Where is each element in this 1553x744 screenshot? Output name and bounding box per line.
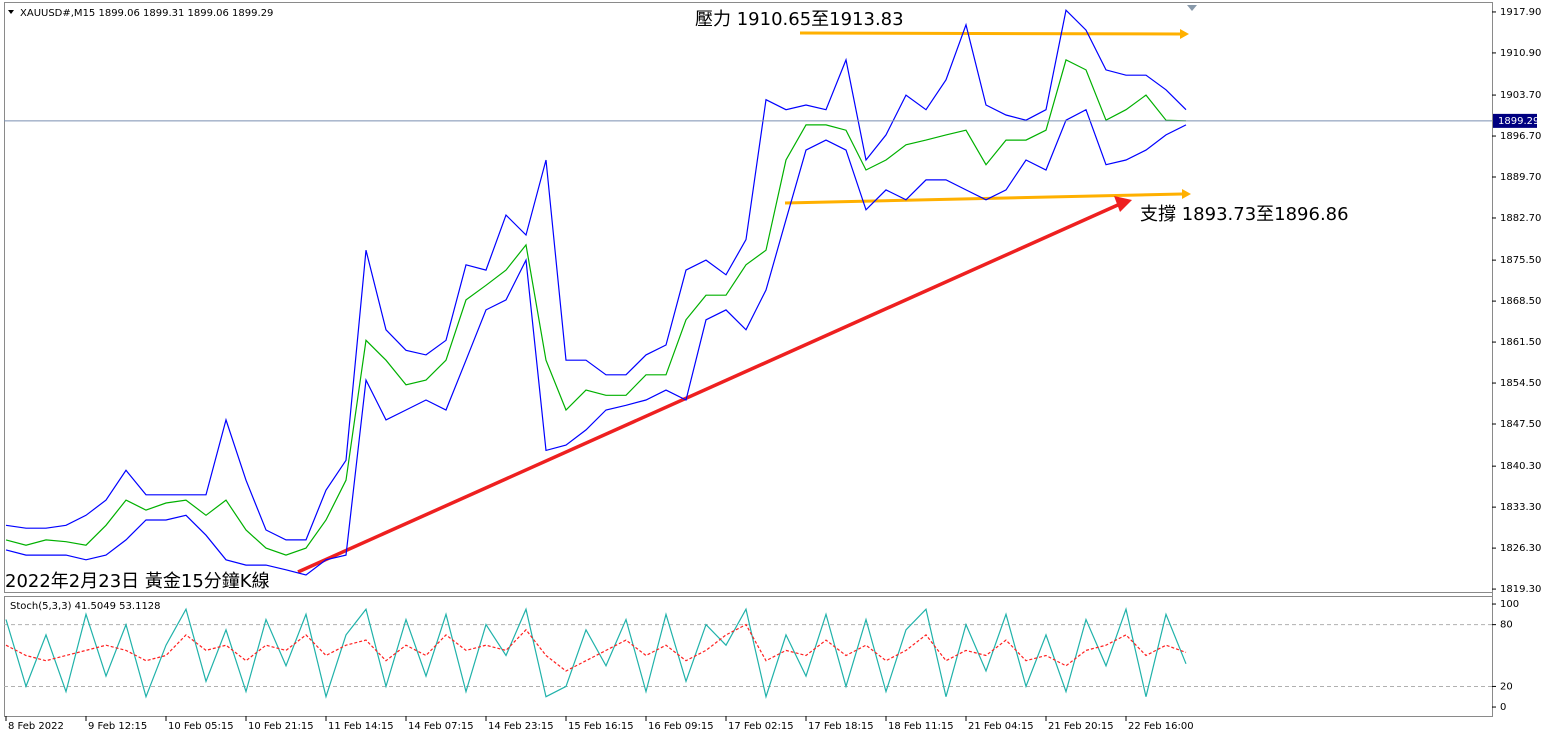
current-price-label: 1899.29 (1498, 116, 1539, 127)
plot-layer: 1917.90 1910.90 1903.70 1896.70 1889.70 1882.… (4, 7, 1541, 732)
x-tick-label: 14 Feb 07:15 (408, 721, 474, 732)
x-tick-label: 11 Feb 14:15 (328, 721, 394, 732)
resistance-arrow (1180, 29, 1189, 39)
y-tick-label: 1882.70 (1500, 213, 1541, 224)
y-tick-label: 1917.90 (1500, 7, 1541, 18)
x-tick-label: 17 Feb 18:15 (808, 721, 874, 732)
x-tick-label: 15 Feb 16:15 (568, 721, 634, 732)
x-tick-label: 21 Feb 04:15 (968, 721, 1034, 732)
support-arrow (1182, 189, 1191, 199)
y-tick-label: 1875.50 (1500, 255, 1541, 266)
y-tick-label: 1910.90 (1500, 48, 1541, 59)
support-label: 支撐 1893.73至1896.86 (1140, 204, 1349, 225)
y-tick-label: 1840.30 (1500, 461, 1541, 472)
series-line (5, 108, 1187, 576)
y-tick-label: 80 (1500, 620, 1513, 631)
y-tick-label: 1903.70 (1500, 90, 1541, 101)
resistance-line (799, 31, 1181, 36)
series-line (5, 8, 1187, 541)
x-tick-label: 17 Feb 02:15 (728, 721, 794, 732)
y-tick-label: 1861.50 (1500, 337, 1541, 348)
x-tick-label: 21 Feb 20:15 (1048, 721, 1114, 732)
x-tick-label: 22 Feb 16:00 (1128, 721, 1194, 732)
y-tick-label: 1896.70 (1500, 131, 1541, 142)
stoch-title: Stoch(5,3,3) 41.5049 53.1128 (10, 601, 161, 612)
y-tick-label: 1854.50 (1500, 378, 1541, 389)
x-tick-label: 14 Feb 23:15 (488, 721, 554, 732)
symbol-info: XAUUSD#,M15 1899.06 1899.31 1899.06 1899… (20, 8, 273, 19)
x-tick-label: 10 Feb 05:15 (168, 721, 234, 732)
y-tick-label: 1833.30 (1500, 502, 1541, 513)
series-line (5, 607, 1187, 699)
shift-marker (1187, 5, 1197, 11)
resistance-label: 壓力 1910.65至1913.83 (695, 9, 904, 30)
y-tick-label: 100 (1500, 599, 1519, 610)
y-tick-label: 20 (1500, 681, 1513, 692)
series-line (5, 623, 1187, 672)
y-tick-label: 1847.50 (1500, 419, 1541, 430)
x-tick-label: 9 Feb 12:15 (88, 721, 147, 732)
x-tick-label: 10 Feb 21:15 (248, 721, 314, 732)
y-tick-label: 0 (1500, 702, 1506, 713)
x-tick-label: 16 Feb 09:15 (648, 721, 714, 732)
x-tick-label: 8 Feb 2022 (8, 721, 64, 732)
x-tick-label: 18 Feb 11:15 (888, 721, 954, 732)
current-price-box (1493, 113, 1537, 128)
trend-arrow (1114, 196, 1132, 212)
trend-line (297, 202, 1121, 574)
y-tick-label: 1868.50 (1500, 296, 1541, 307)
y-tick-label: 1819.30 (1500, 584, 1541, 595)
menu-arrow[interactable] (8, 10, 14, 14)
y-tick-label: 1889.70 (1500, 172, 1541, 183)
y-tick-label: 1826.30 (1500, 543, 1541, 554)
chart-caption: 2022年2月23日 黃金15分鐘K線 (5, 571, 270, 592)
series-line (5, 59, 1187, 556)
